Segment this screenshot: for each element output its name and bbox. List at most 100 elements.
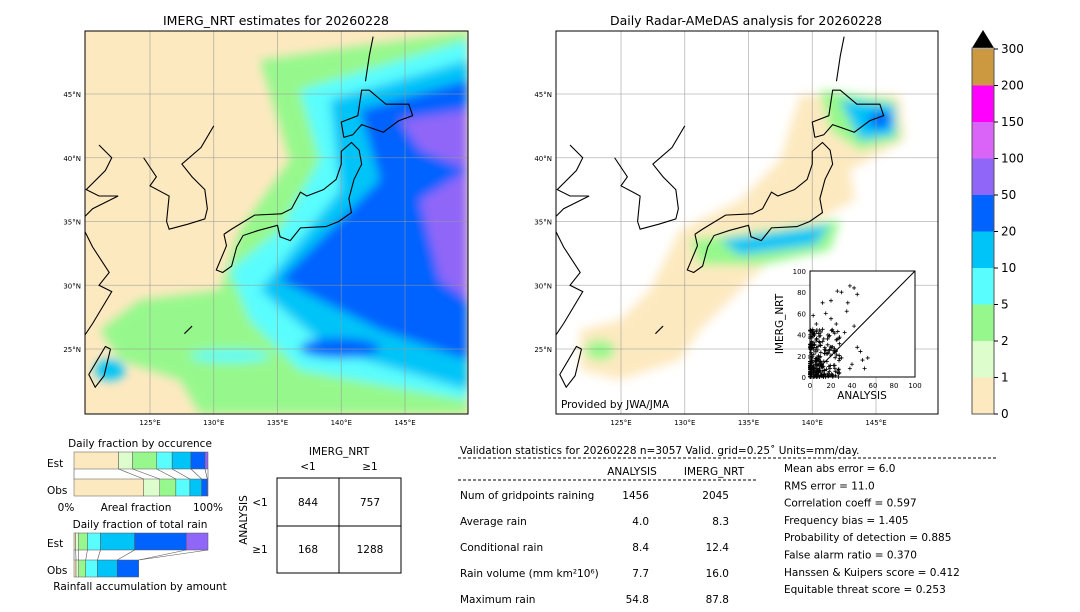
colorbar-segment [972, 341, 994, 378]
coastline [655, 325, 664, 335]
lon-tick-label: 140°E [331, 419, 352, 427]
scatter-point [865, 355, 870, 360]
rain-obs-label: Obs [47, 565, 67, 577]
cell-false-alarm: 757 [360, 497, 380, 509]
scatter-point [833, 355, 838, 360]
stat-row-imerg: 2045 [702, 490, 729, 502]
stat-row-label: Num of gridpoints raining [460, 490, 594, 502]
scatter-point [809, 350, 814, 355]
scatter-point [835, 329, 840, 334]
scatter-point [834, 352, 839, 357]
lon-tick-label: 125°E [139, 419, 160, 427]
scatter-point [812, 373, 817, 378]
scatter-point [834, 322, 839, 326]
scatter-point [829, 298, 833, 303]
scatter-point [847, 283, 852, 288]
scatter-point [855, 292, 860, 297]
scatter-point [808, 334, 813, 339]
scatter-point [837, 353, 842, 358]
scatter-point [818, 329, 823, 334]
scatter-point [825, 342, 830, 347]
scatter-point [810, 327, 815, 332]
rain-bar-est-segment [185, 532, 209, 551]
stats-header: Validation statistics for 20260228 n=305… [460, 445, 860, 457]
lon-tick-label: 145°E [394, 419, 415, 427]
rain-xlabel: Rainfall accumulation by amount [53, 581, 226, 593]
stat-row-analysis: 54.8 [626, 594, 649, 606]
scatter-point [817, 340, 822, 345]
rain-bar-obs-segment [78, 559, 86, 578]
scatter-point [808, 341, 813, 346]
scatter-x-tick: 100 [908, 382, 921, 390]
rain-bar-obs-segment [97, 559, 118, 578]
coastline [835, 36, 845, 82]
lon-tick-label: 130°E [674, 419, 695, 427]
scatter-point [834, 337, 839, 342]
coastline [88, 345, 112, 389]
scatter-y-tick: 40 [797, 332, 806, 340]
scatter-point [847, 366, 852, 371]
scatter-x-tick: 20 [827, 382, 836, 390]
lat-tick-label: 30°N [63, 282, 81, 290]
occ-0pct: 0% [58, 502, 75, 514]
scatter-point [825, 336, 830, 341]
scatter-point [815, 367, 820, 372]
scatter-point [835, 337, 840, 342]
scatter-point [818, 350, 823, 355]
scatter-point [817, 368, 822, 373]
occurrence-title: Daily fraction by occurence [68, 438, 212, 450]
scatter-point [827, 347, 832, 352]
scatter-point [808, 328, 812, 333]
score-line: Frequency bias = 1.405 [784, 515, 909, 527]
scatter-point [837, 356, 842, 361]
colorbar-segment [972, 49, 994, 86]
colorbar-segment [972, 304, 994, 341]
scatter-y-tick: 20 [797, 353, 806, 361]
left-map-title: IMERG_NRT estimates for 20260228 [163, 13, 389, 28]
colorbar-label: 5 [1001, 298, 1009, 312]
scatter-point [812, 342, 817, 347]
scatter-point [828, 366, 833, 371]
occurrence-bar-est-segment [156, 451, 173, 470]
stat-row-label: Conditional rain [460, 542, 543, 554]
colorbar-label: 100 [1001, 152, 1024, 166]
colorbar-segment [972, 268, 994, 305]
scatter-point [814, 356, 819, 361]
scatter-point [812, 369, 817, 374]
scatter-point [816, 344, 821, 349]
scatter-point [862, 366, 867, 371]
lat-tick-label: 35°N [63, 219, 81, 227]
score-line: Equitable threat score = 0.253 [784, 584, 946, 596]
score-line: RMS error = 11.0 [784, 480, 875, 492]
scatter-point [832, 366, 837, 371]
scatter-point [850, 362, 854, 367]
occurrence-bar-est-segment [118, 451, 133, 470]
lat-tick-label: 25°N [63, 346, 81, 354]
scatter-point [821, 336, 826, 341]
colorbar-segment [972, 231, 994, 268]
coastline [811, 89, 885, 138]
scatter-y-tick: 60 [797, 310, 806, 318]
colorbar-segment [972, 195, 994, 232]
stat-row-analysis: 4.0 [632, 516, 649, 528]
occurrence-bar-est-segment [204, 451, 209, 470]
rain-bar-est-segment [100, 532, 135, 551]
lon-tick-label: 140°E [802, 419, 823, 427]
scatter-point [835, 289, 840, 294]
colorbar-label: 2 [1001, 334, 1009, 348]
stat-row-imerg: 12.4 [706, 542, 730, 554]
scatter-point [828, 344, 833, 349]
colorbar-label: 50 [1001, 188, 1016, 202]
scatter-point [822, 372, 827, 377]
lon-tick-label: 130°E [203, 419, 224, 427]
colorbar-segment [972, 377, 994, 414]
occurrence-bar-est-segment [171, 451, 192, 470]
scatter-point [820, 339, 825, 344]
scatter-inset: 00 20 20 40 40 60 60 80 80 100 100 ANALYSIS IMERG_… [774, 268, 922, 402]
coastline [686, 141, 834, 274]
scatter-point [820, 327, 825, 332]
lat-tick-label: 25°N [534, 346, 552, 354]
row-label-ge1: ≥1 [252, 544, 267, 556]
scatter-point [832, 331, 837, 336]
scatter-point [855, 345, 860, 350]
